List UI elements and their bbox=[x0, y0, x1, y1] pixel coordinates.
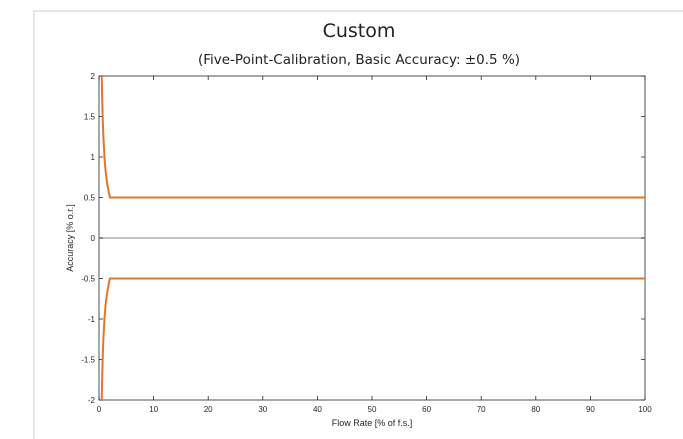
y-tick-label: 0.5 bbox=[84, 194, 96, 203]
y-tick-label: 2 bbox=[91, 72, 96, 81]
chart-subtitle: (Five-Point-Calibration, Basic Accuracy:… bbox=[197, 52, 521, 68]
x-tick-label: 60 bbox=[422, 405, 431, 414]
x-tick-label: 100 bbox=[638, 405, 652, 414]
x-tick-label: 80 bbox=[531, 405, 540, 414]
x-tick-label: 30 bbox=[258, 405, 267, 414]
y-tick-label: -1 bbox=[88, 315, 96, 324]
series-line-1 bbox=[100, 75, 645, 199]
y-tick-label: -0.5 bbox=[81, 275, 95, 284]
y-tick-label: 1.5 bbox=[84, 113, 96, 122]
figure-left-border bbox=[33, 10, 35, 439]
y-tick-label: -1.5 bbox=[81, 356, 95, 365]
x-tick-label: 40 bbox=[313, 405, 322, 414]
x-tick-label: 10 bbox=[149, 405, 158, 414]
y-tick-label: -2 bbox=[88, 396, 96, 405]
chart-title: Custom bbox=[322, 20, 396, 42]
x-axis-label: Flow Rate [% of f.s.] bbox=[332, 418, 413, 428]
x-tick-label: 0 bbox=[97, 405, 102, 414]
figure-top-border bbox=[33, 10, 683, 12]
y-tick-label: 1 bbox=[91, 153, 96, 162]
series-line-2 bbox=[100, 277, 645, 401]
y-tick-label: 0 bbox=[91, 234, 96, 243]
x-tick-label: 50 bbox=[368, 405, 377, 414]
x-tick-label: 70 bbox=[477, 405, 486, 414]
x-tick-label: 90 bbox=[586, 405, 595, 414]
y-axis-label: Accuracy [% o.r.] bbox=[65, 204, 75, 272]
x-tick-label: 20 bbox=[204, 405, 213, 414]
